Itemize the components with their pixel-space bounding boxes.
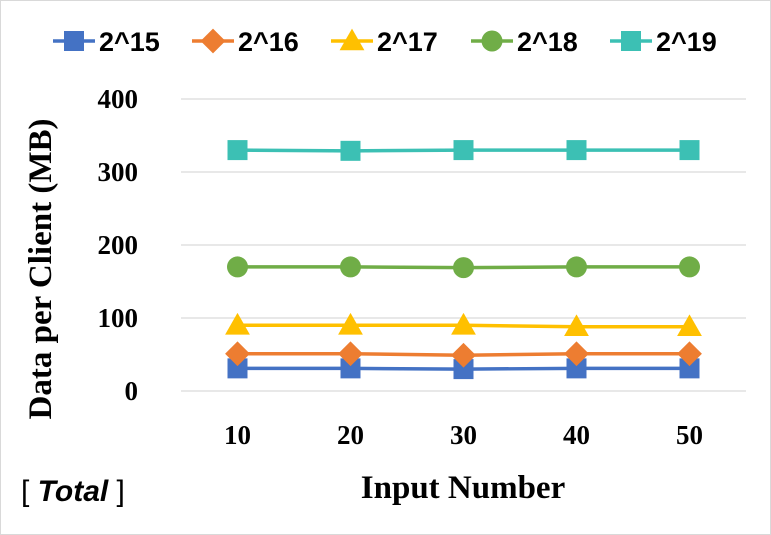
x-tick-20: 20 <box>337 420 364 450</box>
legend-label: 2^17 <box>377 27 438 57</box>
note-open-bracket: [ <box>21 475 38 508</box>
series-2-point-30 <box>451 342 476 368</box>
y-tick-400: 400 <box>98 84 139 114</box>
x-tick-10: 10 <box>224 420 251 450</box>
x-tick-40: 40 <box>563 420 590 450</box>
legend-label: 2^15 <box>99 27 160 57</box>
series-3-point-40 <box>564 314 589 337</box>
x-tick-30: 30 <box>450 420 477 450</box>
series-2-point-20 <box>338 341 363 367</box>
total-note: [ Total ] <box>21 475 125 509</box>
legend-swatch-marker <box>64 31 84 51</box>
series-5-point-50 <box>679 140 700 161</box>
note-text: Total <box>37 475 109 508</box>
series-5-point-10 <box>227 140 248 161</box>
legend-item-3: 2^17 <box>331 27 438 57</box>
legend-item-5: 2^19 <box>610 27 717 57</box>
y-axis-title: Data per Client (MB) <box>23 119 59 420</box>
series-2-point-40 <box>564 341 589 367</box>
legend-label: 2^18 <box>517 27 578 57</box>
legend-swatch-marker <box>481 30 503 52</box>
series-2-point-10 <box>225 341 250 367</box>
legend-swatch-marker <box>621 31 641 51</box>
series-1-point-50 <box>679 358 700 379</box>
legend-label: 2^19 <box>656 27 717 57</box>
legend-swatch-marker <box>339 28 365 51</box>
y-tick-0: 0 <box>125 376 139 406</box>
legend-label: 2^16 <box>238 27 299 57</box>
x-tick-50: 50 <box>676 420 703 450</box>
series-1-point-30 <box>453 359 474 380</box>
series-1-point-20 <box>340 358 361 379</box>
y-tick-300: 300 <box>98 157 139 187</box>
series-3-point-10 <box>225 312 250 335</box>
series-4-point-10 <box>227 256 248 278</box>
series-markers <box>225 140 702 380</box>
x-tick-labels: 10 20 30 40 50 <box>224 420 703 450</box>
series-4-point-50 <box>679 256 700 278</box>
series-1-point-10 <box>227 358 248 379</box>
series-4-point-40 <box>566 256 587 278</box>
series-5-point-40 <box>566 140 587 161</box>
legend-item-1: 2^15 <box>53 27 160 57</box>
note-close-bracket: ] <box>108 475 125 508</box>
y-tick-labels: 0 100 200 300 400 <box>98 84 139 406</box>
series-2-point-50 <box>677 341 702 367</box>
series-1-point-40 <box>566 358 587 379</box>
legend-item-2: 2^16 <box>192 27 299 57</box>
y-tick-200: 200 <box>98 230 139 260</box>
gridlines <box>181 98 746 392</box>
series-3-point-20 <box>338 312 363 335</box>
series-3-point-30 <box>451 312 476 335</box>
x-axis-title: Input Number <box>361 470 565 506</box>
series-5-point-20 <box>340 140 361 161</box>
legend: 2^15 2^16 2^17 2^18 2^19 <box>53 27 717 57</box>
series-3-point-50 <box>677 314 702 337</box>
legend-item-4: 2^18 <box>471 27 578 57</box>
series-4-point-30 <box>453 257 474 279</box>
legend-swatch-marker <box>200 28 226 54</box>
y-tick-100: 100 <box>98 303 139 333</box>
series-4-point-20 <box>340 256 361 278</box>
series-5-point-30 <box>453 140 474 161</box>
